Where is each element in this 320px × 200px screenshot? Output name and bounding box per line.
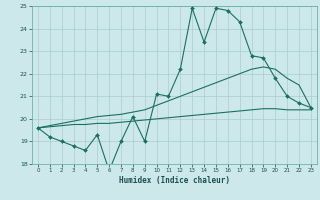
X-axis label: Humidex (Indice chaleur): Humidex (Indice chaleur) — [119, 176, 230, 185]
